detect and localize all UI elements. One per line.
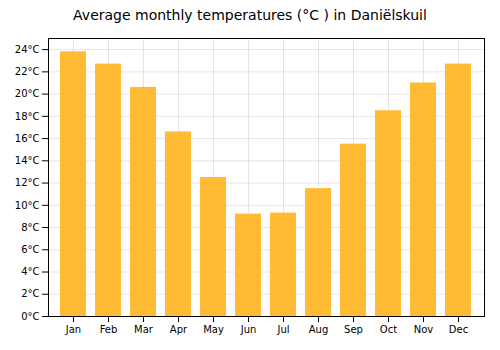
svg-text:20°C: 20°C — [15, 88, 40, 99]
svg-text:12°C: 12°C — [15, 177, 40, 188]
svg-text:Jun: Jun — [240, 324, 257, 335]
svg-text:10°C: 10°C — [15, 200, 40, 211]
svg-text:Mar: Mar — [134, 324, 154, 335]
svg-text:Apr: Apr — [170, 324, 188, 335]
svg-text:Jan: Jan — [65, 324, 81, 335]
svg-text:6°C: 6°C — [21, 244, 39, 255]
svg-text:Sep: Sep — [344, 324, 363, 335]
svg-text:Feb: Feb — [100, 324, 118, 335]
svg-text:Jul: Jul — [276, 324, 289, 335]
svg-text:Aug: Aug — [309, 324, 329, 335]
html-text:Average monthly temperatures (: Average monthly temperatures (°C ) in Da… — [73, 7, 427, 23]
svg-text:8°C: 8°C — [21, 222, 39, 233]
svg-text:14°C: 14°C — [15, 155, 40, 166]
svg-text:24°C: 24°C — [15, 44, 40, 55]
svg-text:Oct: Oct — [380, 324, 397, 335]
svg-text:16°C: 16°C — [15, 133, 40, 144]
svg-text:22°C: 22°C — [15, 66, 40, 77]
svg-text:Nov: Nov — [414, 324, 434, 335]
svg-text:Dec: Dec — [449, 324, 468, 335]
svg-text:18°C: 18°C — [15, 111, 40, 122]
svg-text:May: May — [203, 324, 224, 335]
svg-text:2°C: 2°C — [21, 288, 39, 299]
svg-text:0°C: 0°C — [21, 311, 39, 322]
svg-text:4°C: 4°C — [21, 266, 39, 277]
